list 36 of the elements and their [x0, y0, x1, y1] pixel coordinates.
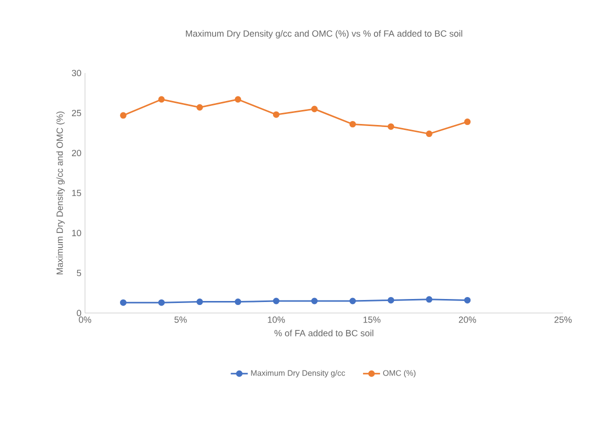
point	[158, 299, 165, 306]
point	[311, 106, 318, 112]
point	[272, 111, 280, 118]
point	[388, 123, 394, 130]
x-tick-label: 10%	[268, 316, 285, 323]
point	[120, 299, 126, 306]
point	[158, 96, 165, 103]
point	[120, 112, 126, 119]
point	[349, 120, 356, 128]
point	[234, 96, 242, 103]
y-tick-label: 5	[76, 270, 82, 276]
x-tick-label: 0%	[78, 316, 92, 323]
y-tick-label: 0	[76, 310, 82, 316]
point	[196, 104, 203, 111]
point	[196, 298, 203, 306]
x-tick-label: 15%	[364, 316, 380, 323]
point	[311, 298, 318, 304]
point	[464, 118, 471, 126]
point	[234, 298, 242, 306]
x-tick-label: 25%	[554, 316, 572, 323]
point	[426, 130, 432, 138]
y-axis-title: Maximum Dry Density g/cc and OMC (%)	[56, 112, 65, 274]
y-tick-label: 30	[72, 70, 82, 76]
y-tick-label: 20	[72, 150, 82, 156]
x-tick-label: 20%	[458, 316, 476, 323]
point	[426, 296, 432, 303]
point	[388, 296, 394, 304]
point	[464, 296, 471, 304]
y-tick-label: 10	[72, 230, 82, 236]
y-tick-label: 15	[72, 190, 82, 196]
point	[349, 298, 356, 304]
y-tick-label: 25	[72, 110, 82, 116]
x-axis-title: % of FA added to BC soil	[274, 330, 374, 336]
chart-title: Maximum Dry Density g/cc and OMC (%) vs % of FA added to BC soil	[186, 30, 462, 38]
point	[272, 298, 280, 304]
x-tick-label: 5%	[174, 316, 187, 323]
